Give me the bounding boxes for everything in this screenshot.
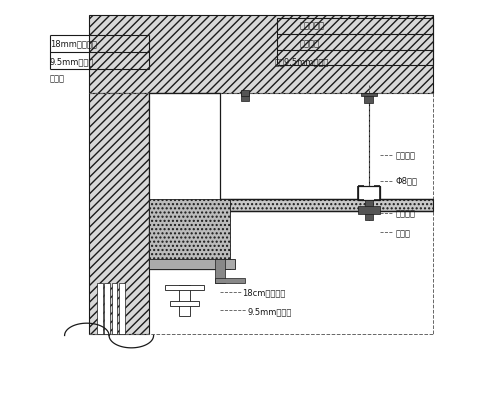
Bar xyxy=(220,198,433,211)
Bar xyxy=(104,283,110,333)
Text: 9.5mm石膏板: 9.5mm石膏板 xyxy=(50,57,94,66)
Bar xyxy=(96,283,102,333)
Text: 9.5mm石膏板: 9.5mm石膏板 xyxy=(248,308,292,316)
Text: 建筑结构层: 建筑结构层 xyxy=(300,22,324,31)
Bar xyxy=(164,285,204,291)
Bar xyxy=(90,93,148,333)
Text: 主龙骨: 主龙骨 xyxy=(396,229,411,238)
Bar xyxy=(90,15,433,93)
Text: 龙骨吸件: 龙骨吸件 xyxy=(396,209,416,218)
Bar xyxy=(364,200,372,220)
Text: Φ8吸馅: Φ8吸馅 xyxy=(396,176,418,185)
Bar xyxy=(241,93,249,100)
Bar xyxy=(358,186,380,200)
Bar xyxy=(216,278,245,283)
Text: 轻钙龙骨: 轻钙龙骨 xyxy=(300,39,320,48)
Bar xyxy=(148,93,220,269)
Text: 18mm胶木工板: 18mm胶木工板 xyxy=(50,39,96,48)
Bar xyxy=(364,93,373,102)
Bar xyxy=(112,283,117,333)
Bar xyxy=(358,206,380,214)
Bar xyxy=(170,301,200,306)
Text: 双厉9.5mm石膏板: 双厉9.5mm石膏板 xyxy=(274,57,329,66)
Bar xyxy=(148,259,235,269)
Bar xyxy=(178,285,190,316)
Text: 18cm胶木工板: 18cm胶木工板 xyxy=(242,288,286,297)
Bar xyxy=(361,93,376,96)
Bar xyxy=(148,198,230,269)
Bar xyxy=(119,283,125,333)
Bar xyxy=(216,259,226,283)
Text: 专用吸预: 专用吸预 xyxy=(396,151,416,160)
Bar xyxy=(241,90,249,96)
Text: 木龙骨: 木龙骨 xyxy=(50,75,65,84)
